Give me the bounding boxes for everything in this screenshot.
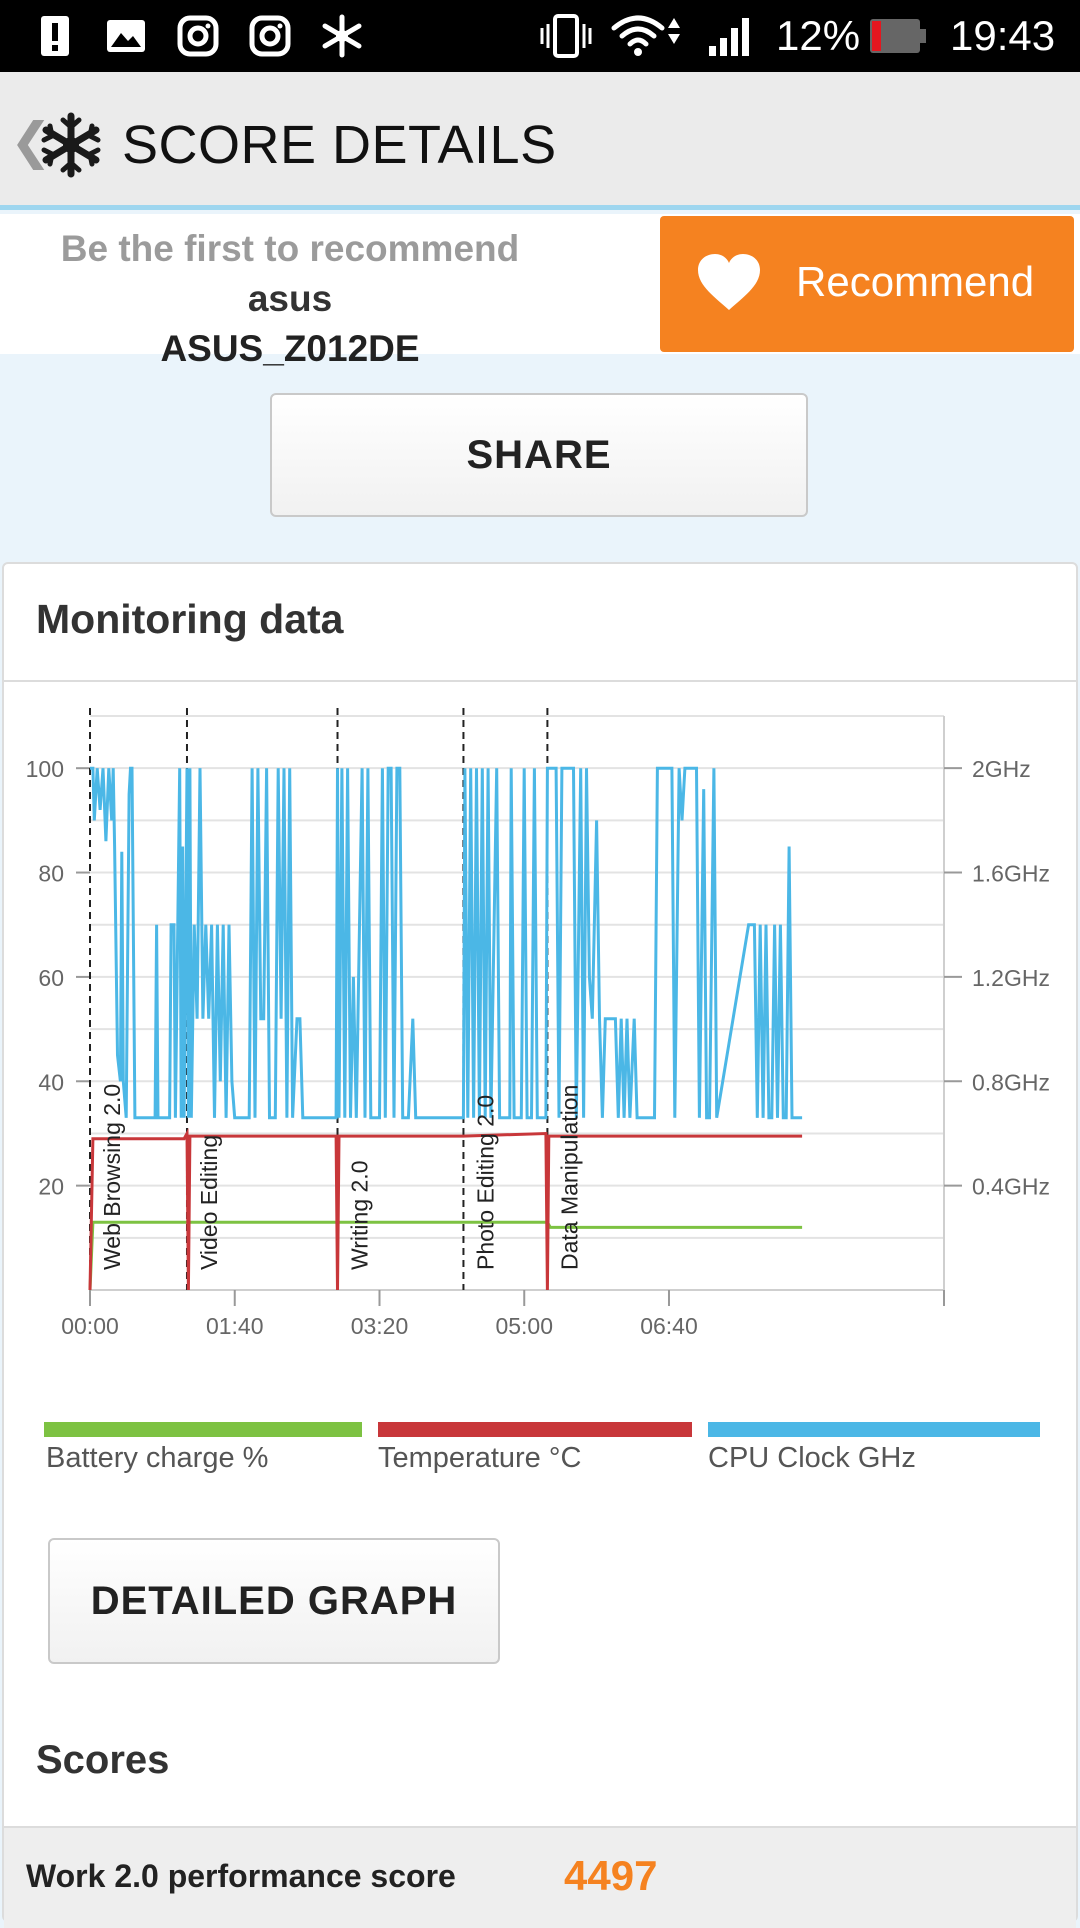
monitoring-chart: 20 40 60 80 100 0.4GHz 0.8GHz 1.2GHz 1.6GHz 2GHz 0…	[26, 708, 1050, 1339]
wifi-icon	[610, 14, 688, 58]
snowflake-logo-icon	[38, 112, 104, 178]
snowflake-icon	[318, 14, 366, 58]
score-value: 4497	[564, 1852, 658, 1899]
section-label: Web Browsing 2.0	[99, 1084, 125, 1270]
alert-icon	[38, 14, 72, 58]
battery-percent: 12%	[776, 12, 861, 59]
x-tick-label: 05:00	[495, 1313, 553, 1339]
y-right-tick-label: 0.8GHz	[972, 1069, 1050, 1095]
divider	[4, 680, 1076, 682]
series-line-temperature	[88, 1127, 803, 1291]
vibrate-icon	[538, 14, 594, 58]
instagram-icon	[248, 14, 292, 58]
y-left-tick-label: 80	[38, 861, 64, 887]
section-label: Writing 2.0	[347, 1160, 373, 1270]
legend-temperature-swatch	[378, 1422, 692, 1437]
x-tick-label: 00:00	[61, 1313, 119, 1339]
y-left-tick-label: 60	[38, 965, 64, 991]
section-label: Photo Editing 2.0	[472, 1095, 498, 1270]
y-right-tick-label: 2GHz	[972, 756, 1031, 782]
x-tick-label: 01:40	[206, 1313, 264, 1339]
y-right-tick-label: 0.4GHz	[972, 1174, 1050, 1200]
page-title: SCORE DETAILS	[122, 115, 557, 175]
score-label: Work 2.0 performance score	[26, 1858, 456, 1894]
detailed-graph-button[interactable]: DETAILED GRAPH	[48, 1538, 500, 1664]
gallery-icon	[104, 14, 148, 58]
device-model: ASUS_Z012DE	[160, 328, 420, 369]
y-right-tick-label: 1.2GHz	[972, 965, 1050, 991]
section-label: Video Editing	[196, 1135, 222, 1270]
y-right-tick-label: 1.6GHz	[972, 861, 1050, 887]
battery-icon	[866, 14, 930, 58]
share-button[interactable]: SHARE	[270, 393, 808, 517]
app-bar: ❮ SCORE DETAILS	[0, 72, 1080, 210]
legend-cpu-swatch	[708, 1422, 1040, 1437]
recommend-button-label: Recommend	[796, 258, 1035, 305]
instagram-icon	[176, 14, 220, 58]
recommend-prefix: Be the first to recommend	[60, 228, 520, 269]
legend-temperature-label: Temperature °C	[378, 1442, 582, 1474]
device-brand: asus	[247, 278, 333, 319]
y-left-tick-label: 40	[38, 1069, 64, 1095]
status-bar: 12% 19:43	[0, 0, 1080, 72]
series-line-cpu	[90, 766, 803, 1120]
x-tick-label: 06:40	[640, 1313, 698, 1339]
scores-title: Scores	[36, 1738, 170, 1782]
x-tick-label: 03:20	[351, 1313, 409, 1339]
legend-battery-swatch	[44, 1422, 362, 1437]
recommend-banner: Be the first to recommend asus ASUS_Z012…	[0, 214, 1080, 369]
clock: 19:43	[950, 12, 1056, 59]
signal-icon	[706, 14, 754, 58]
y-left-tick-label: 20	[38, 1174, 64, 1200]
legend-battery-label: Battery charge %	[46, 1442, 269, 1474]
recommend-button[interactable]: Recommend	[660, 216, 1074, 352]
legend-cpu-label: CPU Clock GHz	[708, 1442, 916, 1474]
section-label: Data Manipulation	[556, 1085, 582, 1270]
heart-icon	[696, 252, 762, 312]
monitoring-title: Monitoring data	[36, 596, 344, 642]
y-left-tick-label: 100	[26, 756, 64, 782]
monitoring-card: Monitoring data 20 40 60 80 100 0.4GHz 0.8GHz 1…	[2, 562, 1078, 1928]
recommend-text: Be the first to recommend asus ASUS_Z012…	[20, 224, 560, 374]
score-row[interactable]: Work 2.0 performance score 4497	[4, 1826, 1076, 1928]
